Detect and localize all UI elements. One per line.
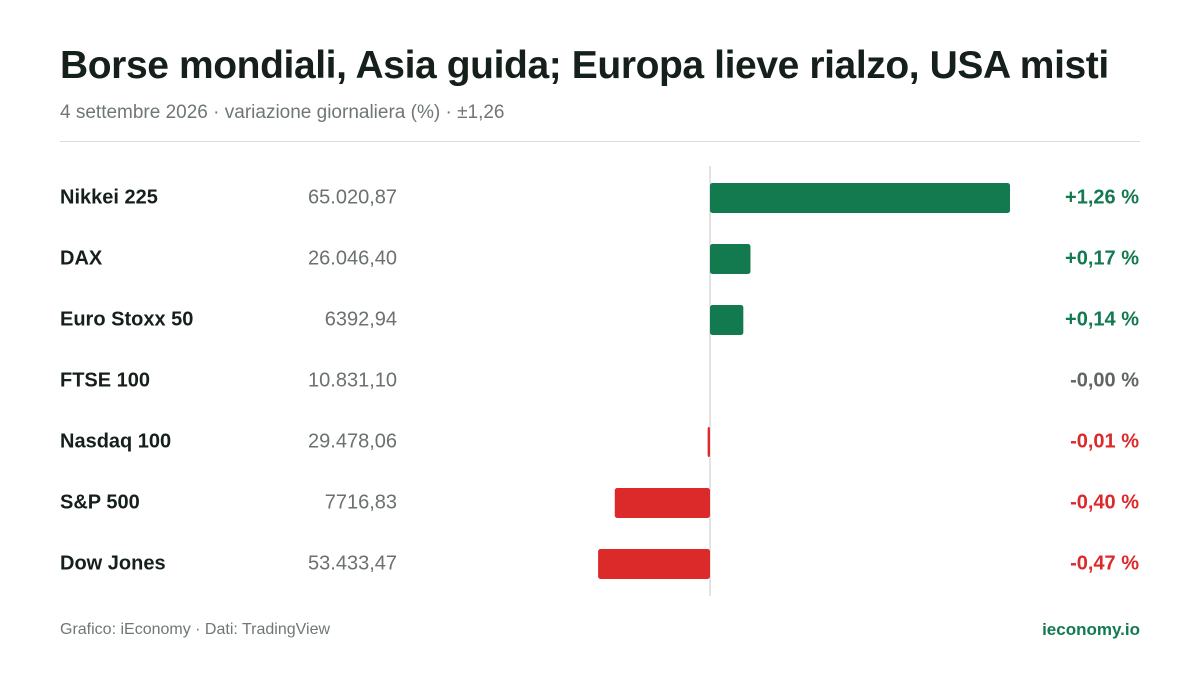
data-bar [598,549,710,579]
index-level-label: 7716,83 [325,491,397,513]
index-level-label: 29.478,06 [308,430,397,452]
category-label: FTSE 100 [60,369,150,391]
index-level-label: 6392,94 [325,308,397,330]
value-label: +1,26 % [1065,186,1139,208]
data-bar [707,427,710,457]
header-divider [60,141,1140,142]
data-bar [614,488,710,518]
index-level-label: 10.831,10 [308,369,397,391]
page-subtitle: 4 settembre 2026 · variazione giornalier… [60,102,505,123]
footer-brand: ieconomy.io [1042,620,1140,639]
data-bar [710,305,744,335]
value-label: +0,14 % [1065,308,1139,330]
value-label: -0,40 % [1070,491,1139,513]
category-label: DAX [60,247,103,269]
page-title: Borse mondiali, Asia guida; Europa lieve… [60,44,1109,87]
category-label: S&P 500 [60,491,140,513]
value-label: +0,17 % [1065,247,1139,269]
category-label: Dow Jones [60,552,166,574]
index-level-label: 26.046,40 [308,247,397,269]
data-bar [710,183,1010,213]
category-label: Euro Stoxx 50 [60,308,193,330]
value-label: -0,01 % [1070,430,1139,452]
category-label: Nikkei 225 [60,186,158,208]
index-level-label: 65.020,87 [308,186,397,208]
data-bar [710,244,751,274]
footer-source: Grafico: iEconomy · Dati: TradingView [60,621,331,638]
value-label: -0,00 % [1070,369,1139,391]
value-label: -0,47 % [1070,552,1139,574]
index-level-label: 53.433,47 [308,552,397,574]
category-label: Nasdaq 100 [60,430,171,452]
